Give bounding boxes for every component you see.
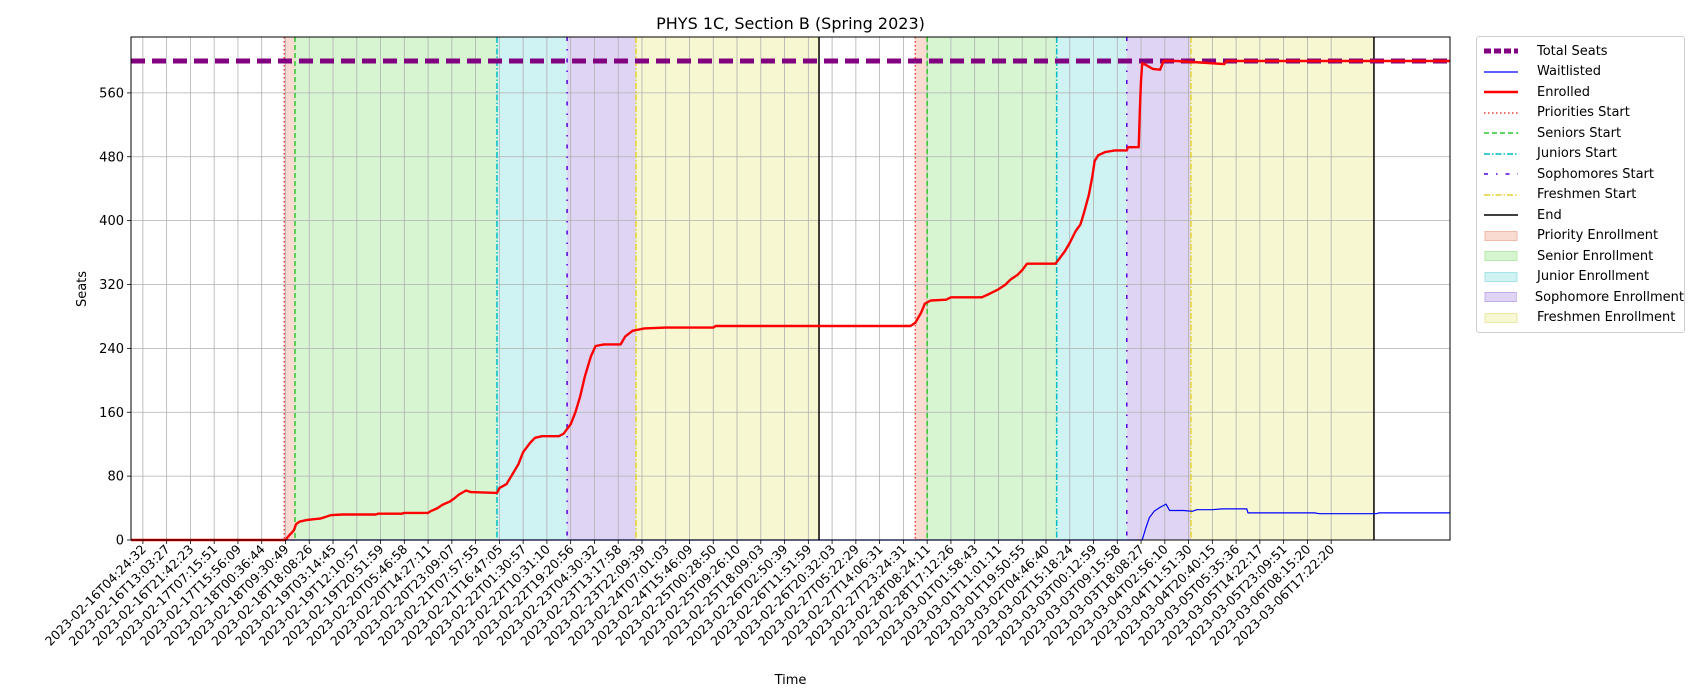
y-tick-label: 480 (99, 150, 124, 165)
legend-label: Total Seats (1537, 43, 1608, 59)
legend-label: Senior Enrollment (1537, 248, 1654, 264)
x-axis-label: Time (774, 673, 807, 688)
legend-label: Freshmen Enrollment (1537, 310, 1676, 325)
legend-swatch (1484, 70, 1518, 73)
legend-item-freshmen-start: Freshmen Start (1477, 185, 1684, 205)
legend-label: Seniors Start (1537, 125, 1622, 141)
y-tick-label: 400 (99, 214, 124, 229)
y-tick-label: 240 (99, 342, 124, 357)
enrolled-series-line (131, 59, 1450, 542)
legend-swatch (1484, 90, 1518, 94)
legend-label: Waitlisted (1537, 64, 1602, 79)
chart-legend: Total Seats Waitlisted Enrolled Priorities … (1476, 36, 1685, 333)
legend-label: Juniors Start (1537, 146, 1617, 161)
legend-label: Junior Enrollment (1537, 269, 1650, 284)
legend-swatch (1484, 193, 1518, 196)
legend-label: Freshmen Start (1537, 187, 1637, 202)
legend-item-priority-enrollment: Priority Enrollment (1477, 226, 1684, 246)
legend-item-sophomore-enrollment: Sophomore Enrollment (1477, 287, 1684, 307)
legend-item-total-seats: Total Seats (1477, 41, 1684, 61)
waitlisted-series-line (131, 503, 1450, 541)
legend-swatch (1484, 48, 1518, 54)
legend-item-end: End (1477, 205, 1684, 225)
y-axis-label: Seats (75, 271, 90, 307)
legend-item-freshmen-enrollment: Freshmen Enrollment (1477, 308, 1684, 328)
sophomore-enrollment-region (1126, 37, 1191, 540)
legend-swatch (1484, 312, 1518, 323)
legend-item-enrolled: Enrolled (1477, 82, 1684, 102)
plot-frame (130, 36, 1451, 541)
legend-label: End (1537, 207, 1562, 223)
legend-swatch (1484, 271, 1518, 282)
senior-enrollment-region (294, 37, 497, 540)
legend-item-sophomores-start: Sophomores Start (1477, 164, 1684, 184)
legend-item-priorities-start: Priorities Start (1477, 103, 1684, 123)
legend-swatch (1484, 132, 1518, 134)
legend-item-seniors-start: Seniors Start (1477, 123, 1684, 143)
legend-swatch (1484, 251, 1518, 261)
legend-swatch (1484, 152, 1518, 155)
y-tick-label: 560 (99, 86, 124, 101)
legend-item-juniors-start: Juniors Start (1477, 144, 1684, 164)
legend-label: Sophomore Enrollment (1534, 289, 1684, 305)
legend-swatch (1484, 292, 1517, 302)
y-tick-label: 0 (116, 534, 124, 549)
senior-enrollment-region (927, 37, 1057, 540)
y-tick-label: 80 (107, 470, 124, 485)
sophomore-enrollment-region (567, 37, 637, 540)
y-tick-label: 160 (99, 406, 124, 421)
legend-item-junior-enrollment: Junior Enrollment (1477, 267, 1684, 287)
legend-item-senior-enrollment: Senior Enrollment (1477, 246, 1684, 266)
legend-label: Priorities Start (1537, 105, 1630, 120)
chart-title: PHYS 1C, Section B (Spring 2023) (656, 14, 925, 33)
legend-swatch (1484, 111, 1518, 114)
priority-enrollment-region (915, 37, 928, 540)
legend-label: Sophomores Start (1537, 166, 1654, 182)
freshmen-enrollment-region (1190, 37, 1374, 540)
legend-swatch (1484, 173, 1518, 175)
legend-swatch (1484, 230, 1518, 241)
y-tick-label: 320 (99, 278, 124, 293)
legend-label: Enrolled (1537, 84, 1590, 100)
priority-enrollment-region (284, 37, 295, 540)
legend-label: Priority Enrollment (1537, 228, 1659, 243)
legend-item-waitlisted: Waitlisted (1477, 62, 1684, 82)
junior-enrollment-region (496, 37, 568, 540)
junior-enrollment-region (1056, 37, 1127, 540)
legend-swatch (1484, 214, 1518, 216)
freshmen-enrollment-region (636, 37, 820, 540)
